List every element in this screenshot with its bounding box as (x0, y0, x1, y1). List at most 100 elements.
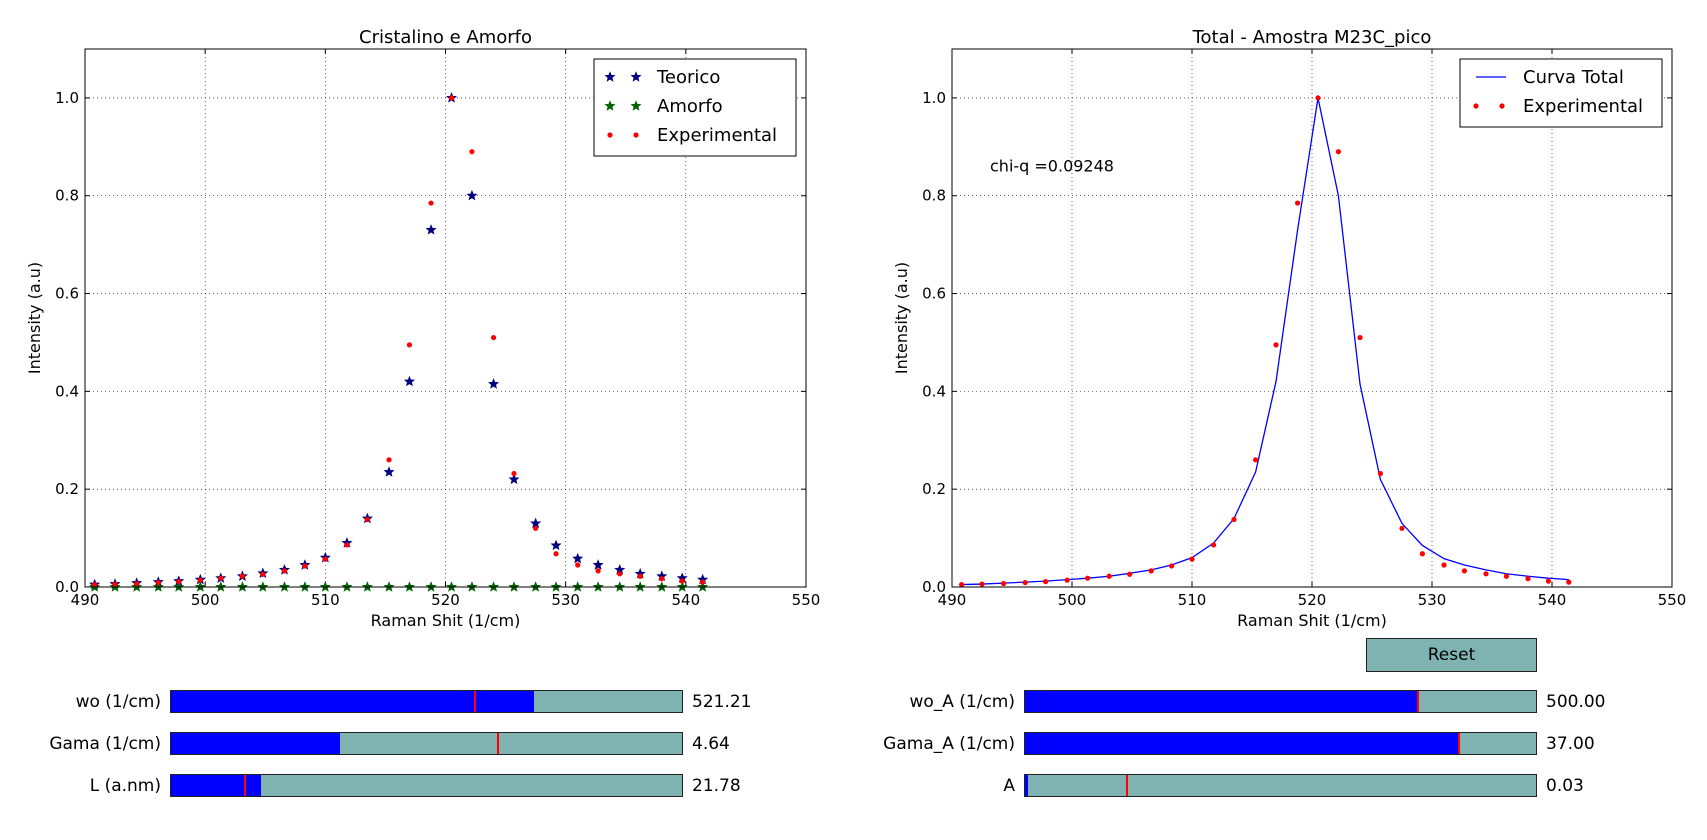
dot-point (92, 581, 98, 588)
dot-point (428, 200, 434, 206)
y-tick-label: 0.2 (55, 480, 79, 498)
dot-point (469, 149, 475, 155)
legend-label: Curva Total (1523, 67, 1624, 88)
dot-point (1043, 579, 1049, 585)
x-axis-label: Raman Shit (1/cm) (371, 611, 521, 630)
plot-total-amostra: 490 500 510 520 530 540 550 0.0 0.2 0.4 0.6 0.8 1.0 T… (892, 27, 1686, 630)
dot-point (302, 563, 308, 569)
slider-wo[interactable] (170, 690, 683, 713)
chart-title: Cristalino e Amorfo (359, 27, 532, 48)
slider-label-gama: Gama (1/cm) (49, 734, 161, 754)
slider-initial-marker-wo-a (1417, 691, 1420, 712)
slider-initial-marker-gama (497, 733, 500, 754)
slider-a[interactable] (1024, 774, 1537, 797)
dot-point (134, 580, 140, 587)
dot-point (490, 334, 497, 341)
dot-point (1503, 573, 1509, 579)
dot-point (1545, 578, 1551, 584)
slider-value-wo: 521.21 (692, 692, 752, 712)
slider-fill-wo (171, 691, 534, 712)
dot-point (1441, 562, 1447, 568)
series-line (961, 97, 1569, 586)
slider-fill-wo-a (1025, 691, 1419, 712)
legend-marker (633, 132, 639, 138)
dot-point (1566, 579, 1572, 585)
dot-point (1253, 457, 1259, 463)
dot-point (176, 579, 182, 585)
plot-frame (84, 48, 807, 588)
chart-title: Total - Amostra M23C_pico (1192, 27, 1432, 48)
x-tick-label: 490 (71, 591, 100, 609)
dot-point (1064, 577, 1070, 583)
slider-wo-a[interactable] (1024, 690, 1537, 713)
slider-label-wo: wo (1/cm) (75, 692, 161, 712)
slider-value-wo-a: 500.00 (1546, 692, 1606, 712)
dot-point (1335, 149, 1341, 155)
x-axis-label: Raman Shit (1/cm) (1237, 611, 1387, 630)
star-point (550, 539, 562, 551)
dot-point (679, 578, 685, 584)
legend-label: Experimental (657, 125, 777, 146)
y-tick-label: 0.8 (922, 187, 946, 205)
slider-gama-a[interactable] (1024, 732, 1537, 755)
dot-point (659, 576, 665, 582)
dot-point (979, 581, 985, 587)
dot-point (959, 581, 965, 588)
legend-label: Teorico (656, 67, 720, 88)
dot-point (1169, 563, 1175, 569)
slider-l[interactable] (170, 774, 683, 797)
slider-label-gama-a: Gama_A (1/cm) (883, 734, 1015, 754)
y-tick-label: 0.0 (922, 578, 946, 596)
legend: Curva Total Experimental (1459, 58, 1663, 128)
x-tick-label: 540 (1538, 591, 1567, 609)
legend-box (1459, 58, 1663, 128)
legend: Teorico Amorfo Experimental (593, 58, 797, 157)
star-point (403, 375, 415, 387)
star-point (572, 552, 584, 564)
x-tick-label: 530 (551, 591, 580, 609)
legend-marker (607, 132, 613, 138)
legend-marker (1499, 103, 1505, 109)
dot-point (1211, 542, 1217, 548)
dot-point (637, 573, 643, 579)
dot-point (533, 525, 539, 531)
dot-point (595, 568, 601, 574)
dot-point (511, 470, 517, 477)
y-axis-label: Intensity (a.u) (892, 262, 911, 374)
dot-point (112, 581, 118, 587)
star-point (508, 473, 520, 485)
y-tick-label: 0.8 (55, 187, 79, 205)
dot-point (344, 542, 350, 548)
dot-point (1106, 573, 1112, 579)
reset-button[interactable]: Reset (1366, 638, 1537, 672)
slider-label-l: L (a.nm) (89, 776, 161, 796)
y-tick-label: 0.0 (55, 578, 79, 596)
slider-value-l: 21.78 (692, 776, 741, 796)
star-point (592, 559, 604, 570)
dot-point (1127, 571, 1133, 577)
star-point (466, 189, 478, 201)
slider-initial-marker-gama-a (1458, 733, 1461, 754)
star-point (425, 224, 437, 235)
dot-point (1399, 525, 1405, 531)
legend-box (593, 58, 797, 157)
x-tick-label: 510 (1178, 591, 1207, 609)
dot-point (260, 571, 266, 577)
dot-point (1315, 95, 1321, 101)
dot-point (1377, 470, 1383, 477)
dot-point (1085, 575, 1091, 581)
x-tick-label: 550 (792, 591, 821, 609)
dot-point (322, 556, 328, 562)
slider-fill-l (171, 775, 261, 796)
dot-point (1419, 551, 1425, 557)
slider-initial-marker-l (244, 775, 247, 796)
slider-label-wo-a: wo_A (1/cm) (909, 692, 1015, 712)
dot-point (1022, 579, 1028, 586)
slider-fill-a (1025, 775, 1029, 796)
series-experimental (92, 95, 706, 588)
dot-point (617, 571, 623, 577)
star-point (488, 378, 500, 389)
slider-gama[interactable] (170, 732, 683, 755)
y-tick-label: 0.6 (922, 285, 946, 303)
dot-point (155, 579, 161, 586)
